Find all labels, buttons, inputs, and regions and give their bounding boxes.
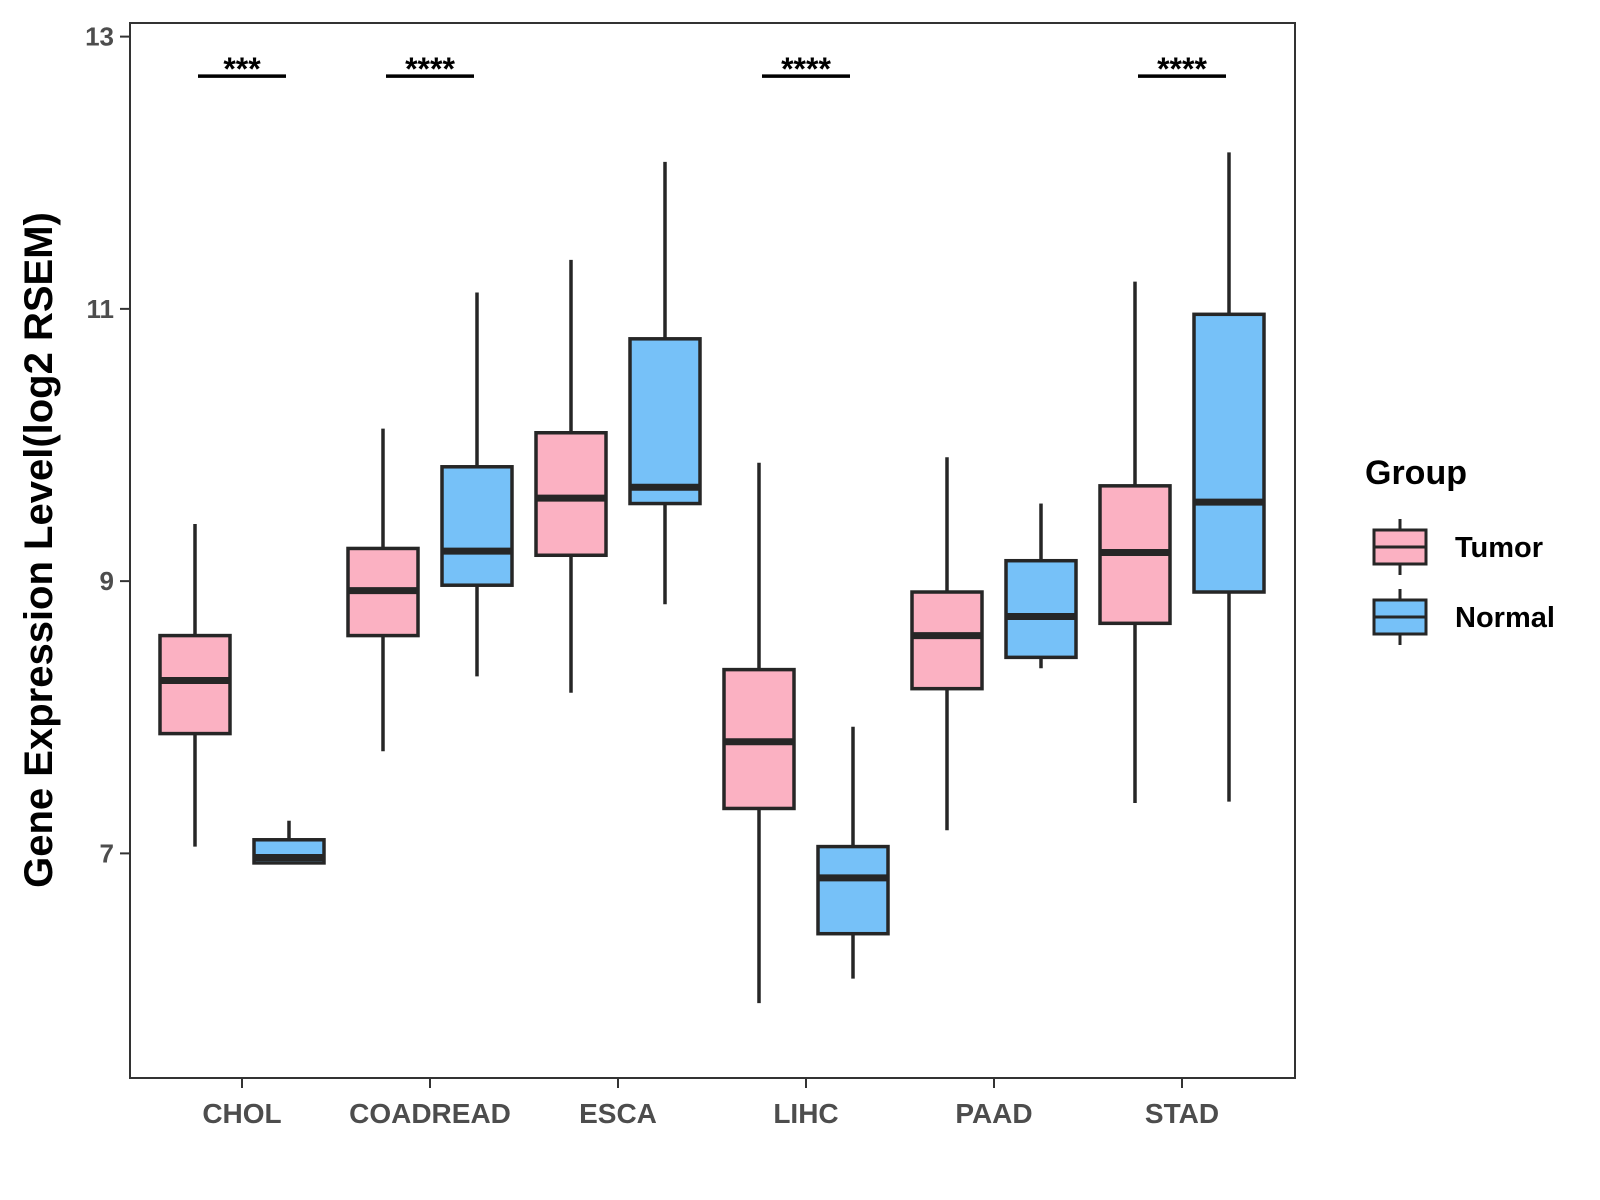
x-tick-label-chol: CHOL xyxy=(202,1098,281,1129)
legend-title: Group xyxy=(1365,454,1467,492)
box-body xyxy=(628,337,702,506)
legend-item-normal: Normal xyxy=(1372,589,1555,645)
box-tumor-chol xyxy=(158,523,232,847)
box-normal-esca xyxy=(628,161,702,605)
box-body xyxy=(816,844,890,936)
x-tick-label-coadread: COADREAD xyxy=(349,1098,511,1129)
box-tumor-stad xyxy=(1098,281,1172,804)
box-body xyxy=(440,465,514,587)
box-body xyxy=(1192,312,1266,594)
legend-label: Tumor xyxy=(1455,532,1543,564)
significance-annotations: *** **** **** **** xyxy=(198,51,1226,87)
significance-label: *** xyxy=(223,51,261,87)
box-normal-chol xyxy=(252,820,326,865)
y-axis: 7 9 11 13 xyxy=(85,22,130,868)
box-normal-coadread xyxy=(440,292,514,677)
box-normal-stad xyxy=(1192,152,1266,802)
box-body xyxy=(1004,558,1078,660)
x-axis: CHOL COADREAD ESCA LIHC PAAD STAD xyxy=(202,1078,1219,1129)
x-tick-label-lihc: LIHC xyxy=(773,1098,838,1129)
legend: Group Tumor Normal xyxy=(1365,454,1555,645)
significance-label: **** xyxy=(405,51,455,87)
box-series xyxy=(158,152,1266,1004)
y-axis-title: Gene Expression Level(log2 RSEM) xyxy=(17,212,61,888)
x-tick-label-stad: STAD xyxy=(1145,1098,1219,1129)
legend-label: Normal xyxy=(1455,602,1555,634)
box-tumor-paad xyxy=(910,457,984,831)
box-normal-lihc xyxy=(816,726,890,979)
y-tick-label: 13 xyxy=(85,22,114,52)
box-body xyxy=(910,590,984,691)
y-tick-label: 9 xyxy=(100,566,114,596)
box-tumor-lihc xyxy=(722,462,796,1004)
x-tick-label-esca: ESCA xyxy=(579,1098,657,1129)
legend-item-tumor: Tumor xyxy=(1372,519,1543,575)
y-tick-label: 11 xyxy=(87,294,115,324)
box-normal-paad xyxy=(1004,503,1078,669)
box-body xyxy=(534,430,608,558)
box-tumor-esca xyxy=(534,259,608,693)
significance-label: **** xyxy=(781,51,831,87)
y-tick-label: 7 xyxy=(100,838,114,868)
x-tick-label-paad: PAAD xyxy=(955,1098,1032,1129)
box-tumor-coadread xyxy=(346,428,420,752)
box-body xyxy=(158,633,232,736)
significance-label: **** xyxy=(1157,51,1207,87)
